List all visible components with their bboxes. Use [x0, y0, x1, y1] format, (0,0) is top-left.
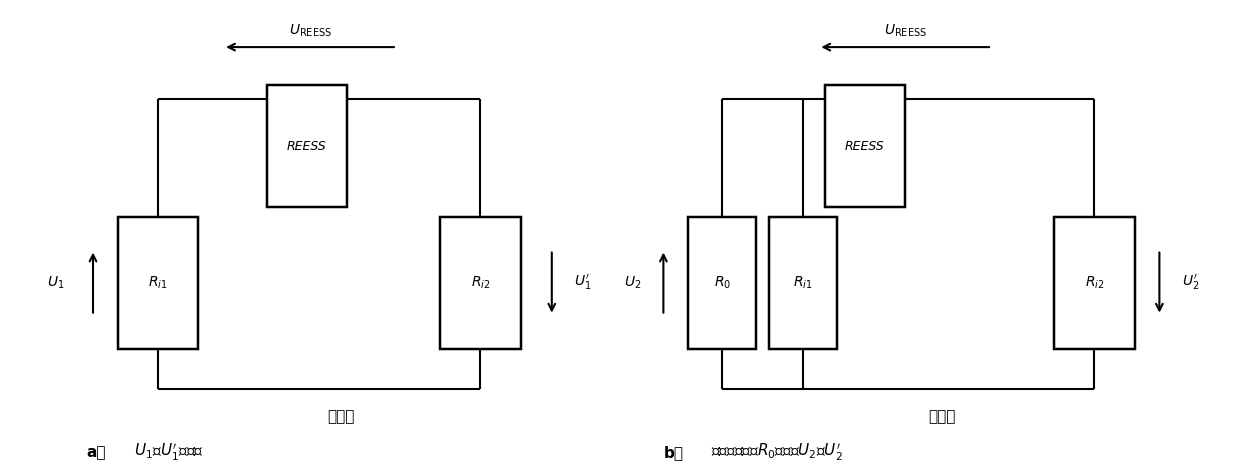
Text: 电平台: 电平台 [929, 409, 956, 424]
Bar [688, 217, 756, 349]
Text: $U_2$: $U_2$ [624, 275, 641, 291]
Text: $U_1$: $U_1$ [47, 275, 64, 291]
Text: $R_{i2}$: $R_{i2}$ [471, 275, 490, 291]
Text: $R_0$: $R_0$ [714, 275, 730, 291]
Bar [1054, 217, 1135, 349]
Text: $U_\mathrm{REESS}$: $U_\mathrm{REESS}$ [289, 23, 331, 39]
Text: 电平台: 电平台 [327, 409, 355, 424]
Text: $U_\mathrm{REESS}$: $U_\mathrm{REESS}$ [884, 23, 926, 39]
Text: REESS: REESS [288, 139, 326, 153]
Text: 添加测量电阻$R_0$，测量$U_2$和$U_2^{\prime}$: 添加测量电阻$R_0$，测量$U_2$和$U_2^{\prime}$ [711, 442, 842, 463]
Text: a）: a） [87, 445, 107, 460]
Bar [440, 217, 521, 349]
Text: $R_{i1}$: $R_{i1}$ [794, 275, 812, 291]
Text: b）: b） [663, 445, 683, 460]
Text: REESS: REESS [846, 139, 884, 153]
Bar [267, 85, 347, 207]
Bar [118, 217, 198, 349]
Text: $U_1$和$U_1^{\prime}$的测量: $U_1$和$U_1^{\prime}$的测量 [134, 442, 203, 463]
Text: $R_{i1}$: $R_{i1}$ [149, 275, 167, 291]
Bar [825, 85, 905, 207]
Text: $U_1'$: $U_1'$ [574, 273, 591, 292]
Text: $R_{i2}$: $R_{i2}$ [1085, 275, 1104, 291]
Bar [769, 217, 837, 349]
Text: $U_2'$: $U_2'$ [1182, 273, 1199, 292]
